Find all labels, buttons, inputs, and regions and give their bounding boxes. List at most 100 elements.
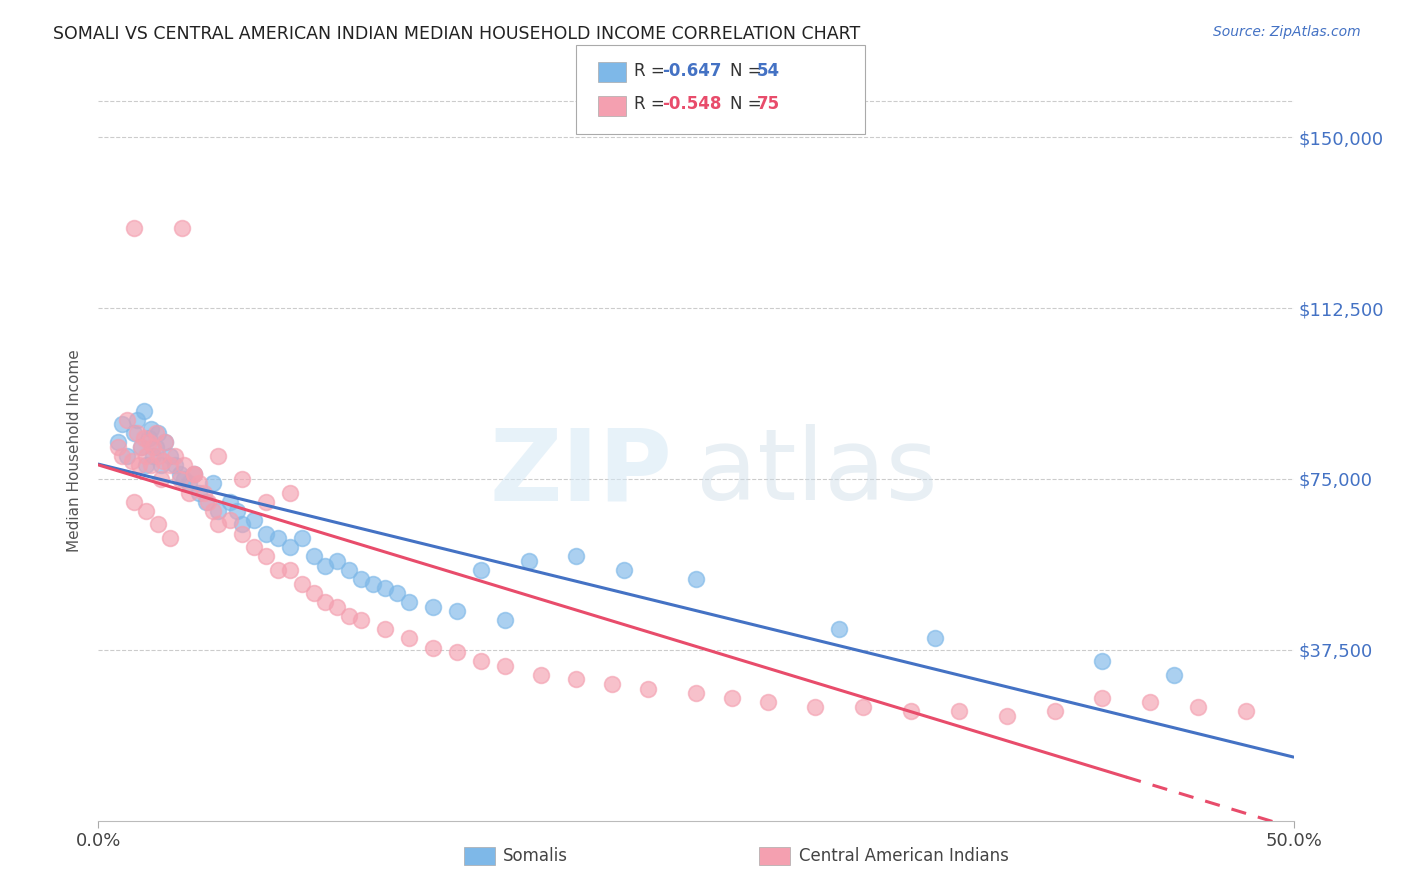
Point: [398, 632, 420, 646]
Point: [267, 531, 290, 545]
Point: [948, 704, 970, 718]
Text: Somalis: Somalis: [503, 847, 568, 865]
Point: [179, 476, 201, 491]
Point: [132, 403, 155, 417]
Point: [135, 504, 157, 518]
Point: [107, 440, 129, 454]
Point: [995, 709, 1018, 723]
Point: [138, 435, 160, 450]
Point: [135, 449, 157, 463]
Point: [374, 622, 396, 636]
Point: [494, 613, 516, 627]
Point: [197, 494, 219, 508]
Point: [195, 494, 218, 508]
Point: [804, 699, 827, 714]
Text: N =: N =: [730, 62, 766, 79]
Point: [613, 563, 636, 577]
Point: [1043, 704, 1066, 718]
Point: [278, 541, 301, 555]
Point: [374, 582, 396, 596]
Point: [138, 431, 160, 445]
Point: [152, 453, 174, 467]
Point: [193, 485, 215, 500]
Point: [565, 549, 588, 564]
Point: [470, 654, 492, 668]
Point: [363, 576, 385, 591]
Point: [187, 476, 209, 491]
Point: [637, 681, 659, 696]
Point: [173, 472, 195, 486]
Point: [231, 526, 253, 541]
Text: ZIP: ZIP: [489, 425, 672, 521]
Point: [139, 458, 162, 473]
Point: [124, 221, 146, 235]
Point: [155, 435, 177, 450]
Point: [128, 458, 150, 473]
Point: [446, 645, 468, 659]
Point: [315, 558, 337, 573]
Point: [924, 632, 946, 646]
Point: [155, 435, 177, 450]
Point: [142, 449, 165, 463]
Point: [163, 449, 186, 463]
Point: [202, 504, 225, 518]
Point: [350, 613, 373, 627]
Text: 54: 54: [756, 62, 779, 79]
Point: [243, 513, 266, 527]
Point: [124, 494, 146, 508]
Point: [172, 221, 194, 235]
Point: [278, 563, 301, 577]
Point: [385, 586, 409, 600]
Point: [254, 494, 277, 508]
Point: [422, 640, 444, 655]
Point: [326, 554, 349, 568]
Point: [267, 563, 290, 577]
Point: [1139, 695, 1161, 709]
Point: [125, 413, 148, 427]
Point: [1187, 699, 1209, 714]
Point: [139, 422, 162, 436]
Point: [326, 599, 349, 614]
Point: [302, 549, 325, 564]
Point: [169, 467, 191, 482]
Point: [124, 426, 146, 441]
Point: [1091, 654, 1114, 668]
Point: [183, 467, 205, 482]
Text: -0.647: -0.647: [662, 62, 721, 79]
Point: [163, 458, 186, 473]
Point: [219, 513, 242, 527]
Point: [148, 517, 170, 532]
Point: [149, 472, 172, 486]
Point: [315, 595, 337, 609]
Point: [183, 467, 205, 482]
Point: [828, 622, 851, 636]
Text: SOMALI VS CENTRAL AMERICAN INDIAN MEDIAN HOUSEHOLD INCOME CORRELATION CHART: SOMALI VS CENTRAL AMERICAN INDIAN MEDIAN…: [53, 25, 860, 43]
Point: [131, 440, 153, 454]
Point: [756, 695, 779, 709]
Point: [159, 531, 181, 545]
Point: [422, 599, 444, 614]
Point: [291, 531, 314, 545]
Point: [115, 449, 138, 463]
Point: [207, 504, 229, 518]
Point: [148, 449, 170, 463]
Text: N =: N =: [730, 95, 766, 113]
Text: Central American Indians: Central American Indians: [799, 847, 1008, 865]
Point: [721, 690, 744, 705]
Point: [187, 485, 209, 500]
Point: [207, 449, 229, 463]
Point: [115, 413, 138, 427]
Point: [254, 526, 277, 541]
Point: [231, 472, 253, 486]
Text: 75: 75: [756, 95, 779, 113]
Point: [530, 668, 553, 682]
Point: [291, 576, 314, 591]
Point: [302, 586, 325, 600]
Point: [602, 677, 624, 691]
Point: [565, 673, 588, 687]
Point: [169, 472, 191, 486]
Point: [226, 504, 249, 518]
Point: [131, 440, 153, 454]
Text: atlas: atlas: [696, 425, 938, 521]
Point: [339, 608, 361, 623]
